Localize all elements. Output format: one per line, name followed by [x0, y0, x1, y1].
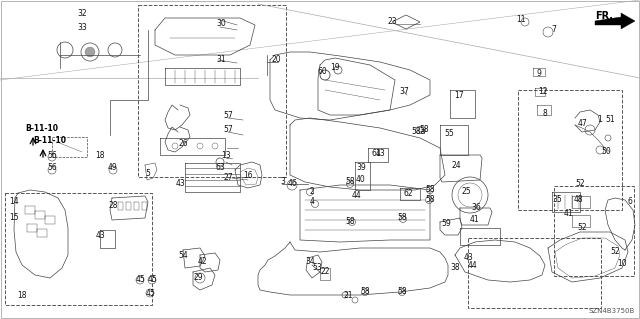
Text: 21: 21 — [343, 292, 353, 300]
Text: 32: 32 — [77, 10, 87, 19]
Text: 53: 53 — [312, 263, 322, 271]
Text: 52: 52 — [575, 180, 585, 189]
Text: 25: 25 — [461, 188, 471, 197]
Text: 10: 10 — [617, 258, 627, 268]
Text: 45: 45 — [148, 276, 158, 285]
Text: SZN4B3750B: SZN4B3750B — [589, 308, 635, 314]
Text: 57: 57 — [223, 125, 233, 135]
Text: 52: 52 — [610, 248, 620, 256]
Text: 34: 34 — [305, 256, 315, 265]
Text: 36: 36 — [471, 203, 481, 211]
Text: 11: 11 — [516, 16, 525, 25]
Text: 9: 9 — [536, 69, 541, 78]
Text: 58: 58 — [419, 124, 429, 133]
Text: 58: 58 — [345, 177, 355, 187]
Text: 6: 6 — [628, 197, 632, 206]
Text: 56: 56 — [47, 164, 57, 173]
Text: 45: 45 — [145, 288, 155, 298]
Text: 46: 46 — [288, 179, 298, 188]
Text: B-11-10: B-11-10 — [25, 124, 58, 133]
Text: 58: 58 — [397, 286, 407, 295]
Text: 31: 31 — [216, 56, 226, 64]
Text: 52: 52 — [577, 222, 587, 232]
Bar — [138, 5, 286, 177]
Text: 12: 12 — [538, 86, 548, 95]
Text: 58: 58 — [345, 218, 355, 226]
Text: 20: 20 — [271, 56, 281, 64]
Text: 30: 30 — [216, 19, 226, 28]
Text: 63: 63 — [215, 164, 225, 173]
Text: FR.: FR. — [595, 11, 613, 21]
Text: 17: 17 — [454, 92, 464, 100]
Text: 1: 1 — [598, 115, 602, 124]
Text: 15: 15 — [9, 213, 19, 222]
Circle shape — [85, 47, 95, 57]
Text: 41: 41 — [469, 216, 479, 225]
Text: 13: 13 — [221, 151, 231, 160]
Text: 7: 7 — [552, 26, 556, 34]
Text: 23: 23 — [387, 18, 397, 26]
Polygon shape — [595, 13, 635, 29]
Text: 58a: 58a — [412, 128, 426, 137]
Bar — [468, 238, 601, 308]
Text: 44: 44 — [351, 190, 361, 199]
Text: 22: 22 — [320, 266, 330, 276]
Text: 60: 60 — [317, 68, 327, 77]
Text: 29: 29 — [193, 273, 203, 283]
Text: 48: 48 — [573, 196, 583, 204]
Text: 43: 43 — [375, 150, 385, 159]
Text: 58: 58 — [397, 213, 407, 222]
Text: 49: 49 — [108, 164, 118, 173]
Text: 8: 8 — [543, 109, 547, 118]
Text: 4: 4 — [310, 197, 314, 205]
Text: 45: 45 — [135, 276, 145, 285]
Text: 39: 39 — [356, 164, 366, 173]
Text: 44: 44 — [467, 261, 477, 270]
Text: 62: 62 — [403, 189, 413, 197]
Bar — [518, 90, 622, 210]
Text: 16: 16 — [243, 172, 253, 181]
Text: 59: 59 — [441, 219, 451, 228]
Text: 56: 56 — [47, 151, 57, 160]
Text: 42: 42 — [197, 256, 207, 265]
Text: 58: 58 — [425, 196, 435, 204]
Text: 33: 33 — [77, 23, 87, 32]
Text: 54: 54 — [178, 251, 188, 261]
Text: B-11-10: B-11-10 — [33, 136, 66, 145]
Text: 35: 35 — [552, 196, 562, 204]
Text: 37: 37 — [399, 86, 409, 95]
Text: 19: 19 — [330, 63, 340, 72]
Text: 43: 43 — [463, 254, 473, 263]
Text: 47: 47 — [578, 120, 588, 129]
Text: 61: 61 — [371, 150, 381, 159]
Text: 18: 18 — [17, 291, 27, 300]
Text: 58: 58 — [425, 184, 435, 194]
Text: 2: 2 — [310, 188, 314, 197]
Text: 50: 50 — [601, 146, 611, 155]
Text: 24: 24 — [451, 161, 461, 170]
Text: 43: 43 — [95, 231, 105, 240]
Text: 43: 43 — [176, 179, 186, 188]
Text: 14: 14 — [9, 197, 19, 206]
Text: 55: 55 — [444, 129, 454, 137]
Bar — [554, 186, 634, 276]
Text: 41: 41 — [563, 210, 573, 219]
Text: 51: 51 — [605, 115, 615, 124]
Bar — [5, 193, 152, 305]
Text: 3: 3 — [280, 177, 285, 187]
Bar — [52, 137, 87, 157]
Text: 26: 26 — [178, 139, 188, 149]
Text: 38: 38 — [450, 263, 460, 271]
Text: 28: 28 — [108, 201, 118, 210]
Text: 27: 27 — [223, 174, 233, 182]
Text: 5: 5 — [145, 168, 150, 177]
Text: 58: 58 — [360, 286, 370, 295]
Text: 18: 18 — [95, 151, 105, 160]
Text: 40: 40 — [356, 175, 366, 184]
Text: 57: 57 — [223, 110, 233, 120]
